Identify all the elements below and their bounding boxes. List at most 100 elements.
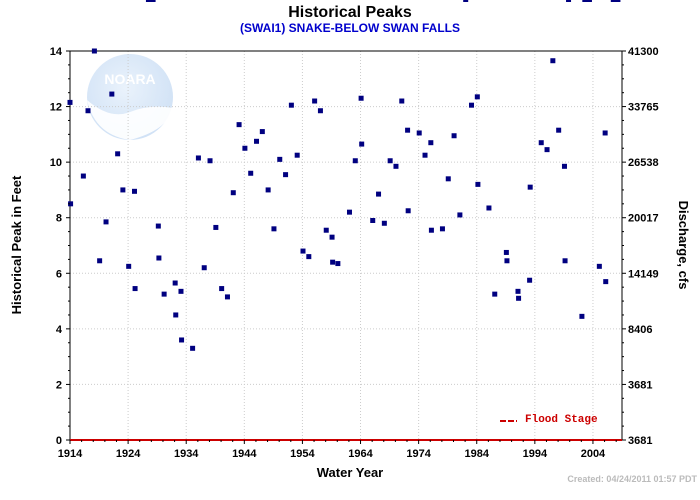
data-point — [335, 261, 340, 266]
data-point — [429, 228, 434, 233]
data-point — [248, 171, 253, 176]
y-tick-label: 14 — [50, 46, 63, 58]
data-point — [603, 279, 608, 284]
data-point — [254, 139, 259, 144]
data-point — [527, 278, 532, 283]
x-tick-label: 1924 — [116, 448, 141, 460]
offscale-marker — [615, 0, 620, 2]
data-point — [225, 294, 230, 299]
data-point — [92, 49, 97, 54]
y2-tick-label: 3681 — [628, 435, 652, 447]
data-point — [545, 147, 550, 152]
offscale-marker — [463, 0, 468, 2]
x-tick-label: 1944 — [232, 448, 257, 460]
data-point — [104, 219, 109, 224]
data-point — [208, 158, 213, 163]
data-point — [202, 265, 207, 270]
data-point — [469, 103, 474, 108]
data-point — [86, 108, 91, 113]
data-point — [283, 172, 288, 177]
data-point — [475, 182, 480, 187]
offscale-marker — [587, 0, 592, 2]
offscale-marker — [146, 0, 151, 2]
data-point — [132, 189, 137, 194]
x-tick-label: 1954 — [290, 448, 315, 460]
created-timestamp: Created: 04/24/2011 01:57 PDT — [567, 474, 697, 484]
offscale-marker — [151, 0, 156, 2]
data-point — [190, 346, 195, 351]
data-point — [446, 176, 451, 181]
x-tick-label: 1994 — [523, 448, 548, 460]
y2-tick-label: 26538 — [628, 157, 659, 169]
x-tick-label: 1974 — [406, 448, 431, 460]
data-point — [120, 187, 125, 192]
logo-text: NOARA — [104, 71, 155, 87]
data-point — [562, 164, 567, 169]
data-point — [97, 258, 102, 263]
data-point — [539, 140, 544, 145]
chart-title: Historical Peaks — [288, 4, 412, 21]
data-point — [178, 289, 183, 294]
y2-tick-label: 14149 — [628, 268, 659, 280]
data-point — [173, 312, 178, 317]
data-point — [475, 94, 480, 99]
data-point — [81, 174, 86, 179]
data-point — [115, 151, 120, 156]
data-point — [260, 129, 265, 134]
data-point — [266, 187, 271, 192]
data-point — [405, 128, 410, 133]
data-point — [324, 228, 329, 233]
data-point — [515, 289, 520, 294]
y-axis-label: Historical Peak in Feet — [9, 175, 24, 314]
data-point — [563, 258, 568, 263]
data-point — [376, 192, 381, 197]
y2-tick-label: 8406 — [628, 324, 652, 336]
y-tick-label: 8 — [56, 213, 62, 225]
data-point — [133, 286, 138, 291]
data-point — [399, 99, 404, 104]
x-tick-label: 1934 — [174, 448, 199, 460]
data-point — [231, 190, 236, 195]
y-tick-label: 12 — [50, 102, 62, 114]
data-point — [452, 133, 457, 138]
data-point — [550, 58, 555, 63]
data-point — [428, 140, 433, 145]
data-point — [556, 128, 561, 133]
y-tick-label: 10 — [50, 157, 62, 169]
data-point — [359, 96, 364, 101]
legend-flood-stage-label: Flood Stage — [525, 414, 598, 426]
data-point — [492, 292, 497, 297]
noaa-logo-watermark: NOARA — [87, 54, 173, 140]
data-point — [306, 254, 311, 259]
data-point — [68, 100, 73, 105]
data-point — [457, 212, 462, 217]
data-point — [156, 224, 161, 229]
data-point — [109, 92, 114, 97]
data-point — [295, 153, 300, 158]
y2-tick-label: 41300 — [628, 46, 659, 58]
data-point — [388, 158, 393, 163]
data-point — [312, 99, 317, 104]
y-axis-ticks: 0 2 4 6 8 10 12 14 — [50, 46, 70, 447]
y2-axis-ticks: 3681 3681 8406 14149 20017 26538 33765 41300 — [622, 46, 659, 447]
data-point — [301, 249, 306, 254]
data-point — [353, 158, 358, 163]
legend: Flood Stage — [500, 414, 598, 426]
data-point — [162, 292, 167, 297]
data-point — [179, 337, 184, 342]
offscale-marker — [566, 0, 571, 2]
data-point — [347, 210, 352, 215]
data-point — [126, 264, 131, 269]
data-point — [528, 185, 533, 190]
data-point — [173, 281, 178, 286]
data-point — [423, 153, 428, 158]
data-point — [359, 142, 364, 147]
y2-tick-label: 33765 — [628, 102, 659, 114]
y2-tick-label: 3681 — [628, 379, 652, 391]
x-tick-label: 2004 — [581, 448, 606, 460]
data-point — [440, 226, 445, 231]
data-point — [213, 225, 218, 230]
data-point — [219, 286, 224, 291]
data-point — [330, 235, 335, 240]
